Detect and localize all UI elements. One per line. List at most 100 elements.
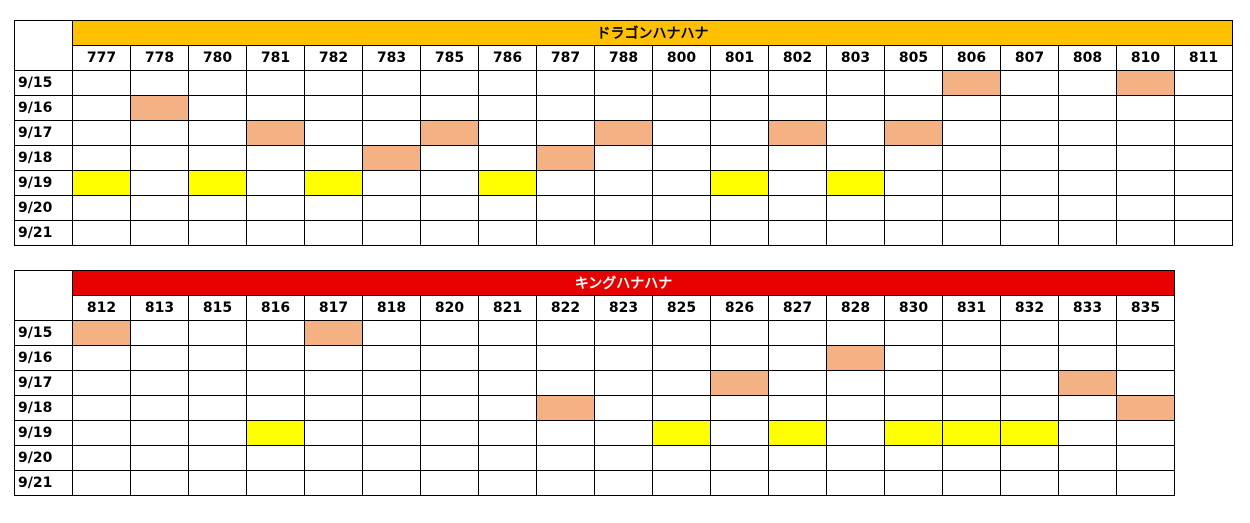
dragon-hanahana-table: ドラゴンハナハナ 777 778 780 781 782 783 785 786 787 788 80…	[14, 20, 1233, 246]
data-cell	[478, 220, 537, 246]
data-cell-salmon	[594, 120, 653, 146]
data-cell	[304, 420, 363, 446]
data-cell	[478, 445, 537, 471]
column-header: 835	[1116, 295, 1175, 321]
table-row: 9/16	[14, 95, 1233, 121]
data-cell	[130, 220, 189, 246]
data-cell	[768, 70, 827, 96]
data-cell	[1058, 120, 1117, 146]
column-header: 833	[1058, 295, 1117, 321]
data-cell	[942, 170, 1001, 196]
column-header: 811	[1174, 45, 1233, 71]
data-cell	[594, 395, 653, 421]
data-cell	[768, 170, 827, 196]
data-cell	[304, 470, 363, 496]
data-cell	[1000, 195, 1059, 221]
data-cell-salmon	[884, 120, 943, 146]
data-cell	[594, 320, 653, 346]
data-cell	[884, 70, 943, 96]
data-cell	[72, 345, 131, 371]
data-cell	[1000, 370, 1059, 396]
data-cell	[942, 470, 1001, 496]
data-cell	[1058, 320, 1117, 346]
table-row: 9/21	[14, 470, 1175, 496]
data-cell	[1000, 470, 1059, 496]
date-label: 9/16	[14, 345, 73, 371]
column-header: 801	[710, 45, 769, 71]
table-row: 9/19	[14, 420, 1175, 446]
data-cell	[1000, 220, 1059, 246]
data-cell	[768, 145, 827, 171]
date-label: 9/15	[14, 320, 73, 346]
data-cell	[536, 195, 595, 221]
data-cell-yellow	[942, 420, 1001, 446]
column-header: 816	[246, 295, 305, 321]
data-cell	[304, 195, 363, 221]
data-cell	[652, 170, 711, 196]
data-cell	[942, 195, 1001, 221]
data-cell	[362, 170, 421, 196]
data-cell-salmon	[768, 120, 827, 146]
data-cell	[826, 220, 885, 246]
data-cell	[1174, 70, 1233, 96]
data-cell	[826, 145, 885, 171]
data-cell	[362, 320, 421, 346]
data-cell	[826, 445, 885, 471]
data-cell	[594, 70, 653, 96]
data-cell	[1058, 470, 1117, 496]
table-row: 9/17	[14, 120, 1233, 146]
data-cell	[420, 345, 479, 371]
data-cell	[130, 320, 189, 346]
data-cell-yellow	[478, 170, 537, 196]
data-cell-salmon	[536, 395, 595, 421]
data-cell	[304, 395, 363, 421]
data-cell-yellow	[826, 170, 885, 196]
data-cell	[420, 370, 479, 396]
data-cell	[1116, 320, 1175, 346]
data-cell	[1058, 145, 1117, 171]
data-cell-yellow	[72, 170, 131, 196]
data-cell	[1000, 170, 1059, 196]
data-cell	[72, 445, 131, 471]
data-cell	[362, 420, 421, 446]
data-cell	[884, 320, 943, 346]
data-cell	[768, 320, 827, 346]
column-header: 781	[246, 45, 305, 71]
data-cell	[1000, 70, 1059, 96]
data-cell	[594, 170, 653, 196]
data-cell	[1000, 345, 1059, 371]
data-cell-salmon	[1116, 70, 1175, 96]
data-cell	[710, 195, 769, 221]
data-cell	[1116, 195, 1175, 221]
data-cell-salmon	[362, 145, 421, 171]
column-header: 826	[710, 295, 769, 321]
data-cell	[1058, 95, 1117, 121]
data-cell	[652, 220, 711, 246]
data-cell	[652, 470, 711, 496]
data-cell	[768, 470, 827, 496]
data-cell	[188, 420, 247, 446]
table-row: 9/20	[14, 445, 1175, 471]
data-cell	[710, 420, 769, 446]
data-cell	[826, 370, 885, 396]
data-cell	[1000, 395, 1059, 421]
column-header: 827	[768, 295, 827, 321]
column-header: 803	[826, 45, 885, 71]
data-cell	[478, 370, 537, 396]
data-cell	[594, 370, 653, 396]
data-cell	[1174, 145, 1233, 171]
data-cell	[652, 320, 711, 346]
data-cell	[1116, 95, 1175, 121]
data-cell	[1000, 120, 1059, 146]
data-cell	[594, 470, 653, 496]
data-cell	[536, 370, 595, 396]
data-cell	[188, 445, 247, 471]
data-cell	[884, 195, 943, 221]
data-cell	[130, 195, 189, 221]
data-cell	[130, 445, 189, 471]
data-cell	[1174, 195, 1233, 221]
data-cell	[652, 70, 711, 96]
data-cell-salmon	[420, 120, 479, 146]
column-header: 830	[884, 295, 943, 321]
data-cell	[710, 145, 769, 171]
